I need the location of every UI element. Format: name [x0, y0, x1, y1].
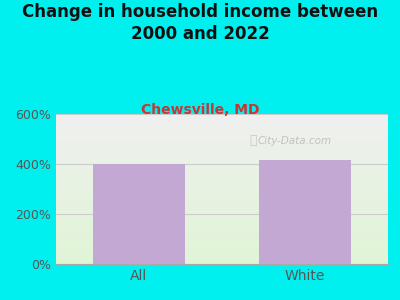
Text: Change in household income between
2000 and 2022: Change in household income between 2000 …	[22, 3, 378, 43]
Text: Chewsville, MD: Chewsville, MD	[141, 103, 259, 118]
Text: ⦾: ⦾	[250, 134, 257, 148]
Text: City-Data.com: City-Data.com	[258, 136, 332, 146]
Bar	[93, 164, 185, 264]
Bar	[259, 160, 351, 264]
